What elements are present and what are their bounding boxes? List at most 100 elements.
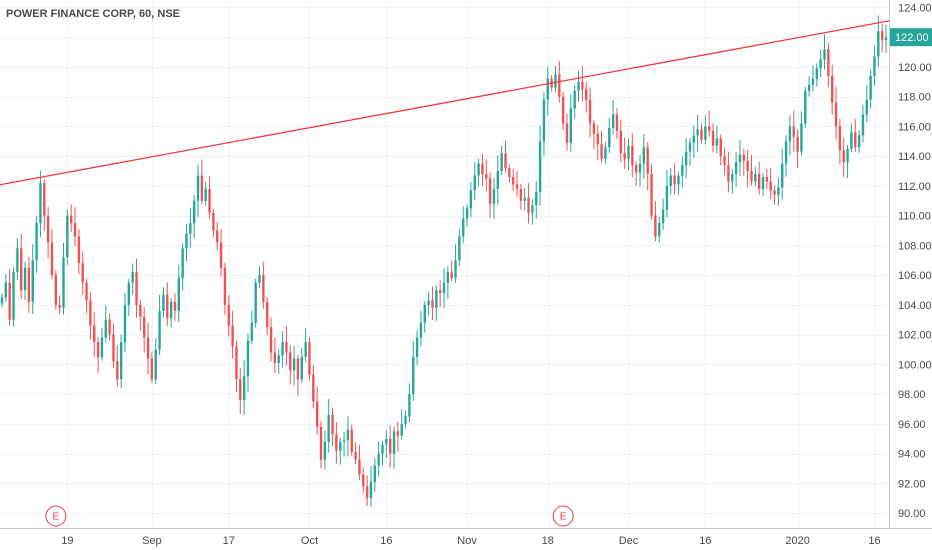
chart-title: POWER FINANCE CORP, 60, NSE bbox=[6, 8, 180, 20]
event-marker-circle bbox=[45, 505, 67, 527]
candle bbox=[850, 123, 853, 153]
candle-body bbox=[819, 59, 822, 69]
candle bbox=[642, 133, 646, 179]
candle bbox=[231, 311, 234, 359]
candle bbox=[488, 172, 492, 218]
candle bbox=[158, 294, 161, 356]
candle-body bbox=[362, 474, 365, 487]
candle-body bbox=[358, 459, 361, 475]
candle-body bbox=[880, 31, 884, 41]
candle-body bbox=[35, 223, 38, 261]
candle-body bbox=[611, 114, 615, 128]
candle bbox=[54, 270, 58, 310]
candle-body bbox=[204, 188, 207, 201]
last-price-badge: 122.00 bbox=[890, 28, 932, 47]
event-marker[interactable]: E bbox=[552, 505, 574, 527]
candle bbox=[804, 87, 807, 129]
x-tick-label: 19 bbox=[61, 535, 73, 547]
candle bbox=[646, 142, 649, 191]
candle bbox=[39, 170, 42, 238]
candle bbox=[631, 133, 634, 178]
candle bbox=[650, 164, 653, 220]
candle bbox=[154, 338, 157, 385]
candle bbox=[504, 140, 507, 173]
candle-body bbox=[262, 275, 265, 302]
candle-body bbox=[619, 130, 622, 154]
candle-body bbox=[865, 99, 868, 115]
candle bbox=[492, 177, 496, 219]
candle bbox=[300, 348, 303, 383]
candle bbox=[35, 215, 38, 274]
candle bbox=[834, 86, 838, 140]
candle bbox=[677, 171, 680, 196]
candle bbox=[788, 115, 792, 156]
candle bbox=[162, 287, 165, 318]
candle bbox=[169, 298, 173, 328]
candle-body bbox=[485, 174, 488, 179]
candle-body bbox=[631, 145, 634, 166]
candle bbox=[204, 181, 207, 206]
candle bbox=[365, 475, 369, 507]
candle-body bbox=[100, 337, 104, 357]
candle bbox=[385, 430, 388, 458]
candle bbox=[561, 91, 565, 131]
candle bbox=[373, 458, 377, 492]
event-marker[interactable]: E bbox=[45, 505, 67, 527]
candle bbox=[8, 269, 11, 326]
candle-body bbox=[588, 99, 592, 124]
candle-body bbox=[561, 96, 565, 124]
candle-body bbox=[212, 212, 215, 231]
candle bbox=[354, 442, 357, 465]
candle-body bbox=[235, 346, 238, 380]
candle bbox=[281, 331, 284, 368]
candle bbox=[123, 292, 127, 352]
candle bbox=[16, 238, 19, 281]
candle bbox=[250, 310, 254, 345]
y-tick-label: 116.00 bbox=[898, 121, 931, 133]
y-tick-label: 108.00 bbox=[898, 240, 932, 252]
candle-body bbox=[308, 342, 311, 375]
trendline-layer[interactable] bbox=[0, 20, 890, 186]
candle bbox=[515, 170, 519, 197]
candle-body bbox=[250, 322, 254, 341]
candle bbox=[77, 229, 81, 275]
candle bbox=[216, 221, 219, 251]
candle-body bbox=[838, 126, 842, 151]
candle bbox=[192, 194, 196, 239]
candle bbox=[577, 70, 580, 102]
candle-body bbox=[511, 176, 515, 185]
candle bbox=[296, 354, 300, 396]
candle bbox=[462, 206, 465, 244]
candle-body bbox=[581, 81, 584, 90]
candle bbox=[458, 229, 461, 267]
candle bbox=[358, 444, 361, 481]
x-tick-label: 17 bbox=[223, 535, 235, 547]
y-tick-label: 90.00 bbox=[898, 508, 926, 520]
candle bbox=[688, 137, 692, 166]
candle-body bbox=[746, 160, 749, 172]
candle-body bbox=[239, 379, 242, 401]
candle-body bbox=[811, 78, 815, 85]
candle-body bbox=[43, 182, 46, 216]
candle bbox=[108, 313, 111, 341]
trendline[interactable] bbox=[0, 20, 890, 186]
candle-body bbox=[166, 294, 169, 319]
candle-body bbox=[577, 81, 580, 91]
candle bbox=[796, 129, 799, 168]
x-tick-label: 16 bbox=[868, 535, 880, 547]
candle-body bbox=[365, 486, 369, 499]
y-tick-label: 118.00 bbox=[898, 92, 931, 104]
candle bbox=[854, 118, 857, 152]
candle-body bbox=[200, 175, 204, 201]
candle-body bbox=[254, 282, 257, 323]
candle-body bbox=[315, 401, 319, 427]
candle-body bbox=[542, 99, 546, 142]
candle bbox=[738, 140, 742, 177]
candle bbox=[781, 148, 784, 200]
candle bbox=[508, 164, 511, 183]
y-tick-label: 94.00 bbox=[898, 449, 926, 461]
candle bbox=[773, 185, 776, 205]
